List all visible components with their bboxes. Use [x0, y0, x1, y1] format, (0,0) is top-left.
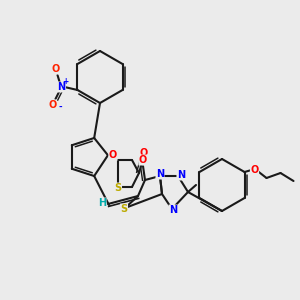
Text: N: N: [57, 82, 65, 92]
Text: S: S: [114, 183, 122, 193]
Text: N: N: [156, 169, 164, 179]
Text: O: O: [140, 148, 148, 158]
Text: O: O: [250, 165, 259, 175]
Text: H: H: [98, 198, 106, 208]
Text: -: -: [59, 103, 62, 112]
Text: O: O: [51, 64, 60, 74]
Text: S: S: [120, 204, 128, 214]
Text: O: O: [109, 150, 117, 160]
Text: O: O: [139, 155, 147, 165]
Text: N: N: [177, 170, 185, 180]
Text: N: N: [169, 205, 177, 215]
Text: O: O: [48, 100, 57, 110]
Text: +: +: [62, 77, 69, 86]
